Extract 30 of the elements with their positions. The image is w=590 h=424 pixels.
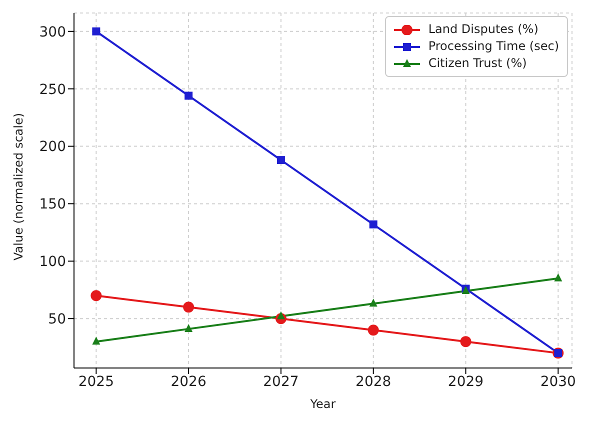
point bbox=[460, 336, 472, 348]
legend-label: Processing Time (sec) bbox=[428, 38, 559, 55]
point bbox=[184, 324, 193, 332]
x-tick-label: 2025 bbox=[78, 374, 114, 390]
y-tick-label: 200 bbox=[39, 139, 66, 156]
y-axis-title: Value (normalized scale) bbox=[11, 112, 26, 260]
point bbox=[92, 27, 100, 36]
point bbox=[92, 336, 100, 345]
point bbox=[369, 298, 378, 307]
x-tick-label: 2028 bbox=[356, 374, 392, 390]
y-tick-label: 50 bbox=[48, 312, 66, 328]
legend-label: Citizen Trust (%) bbox=[428, 55, 527, 72]
x-tick-label: 2026 bbox=[170, 374, 206, 390]
x-tick-label: 2030 bbox=[540, 374, 576, 390]
x-axis-title: Year bbox=[309, 397, 336, 411]
y-tick-label: 300 bbox=[39, 24, 66, 40]
x-tick-label: 2027 bbox=[263, 374, 299, 390]
point bbox=[554, 273, 562, 282]
point bbox=[184, 92, 193, 100]
point bbox=[90, 290, 102, 302]
y-tick-label: 250 bbox=[39, 82, 66, 98]
legend-label: Land Disputes (%) bbox=[428, 21, 538, 38]
point bbox=[368, 324, 379, 336]
point bbox=[369, 220, 378, 228]
y-tick-label: 150 bbox=[39, 196, 66, 213]
x-tick-label: 2029 bbox=[448, 374, 484, 390]
y-tick-label: 100 bbox=[39, 254, 66, 270]
point bbox=[183, 302, 194, 313]
point bbox=[276, 311, 285, 320]
point bbox=[276, 156, 285, 164]
